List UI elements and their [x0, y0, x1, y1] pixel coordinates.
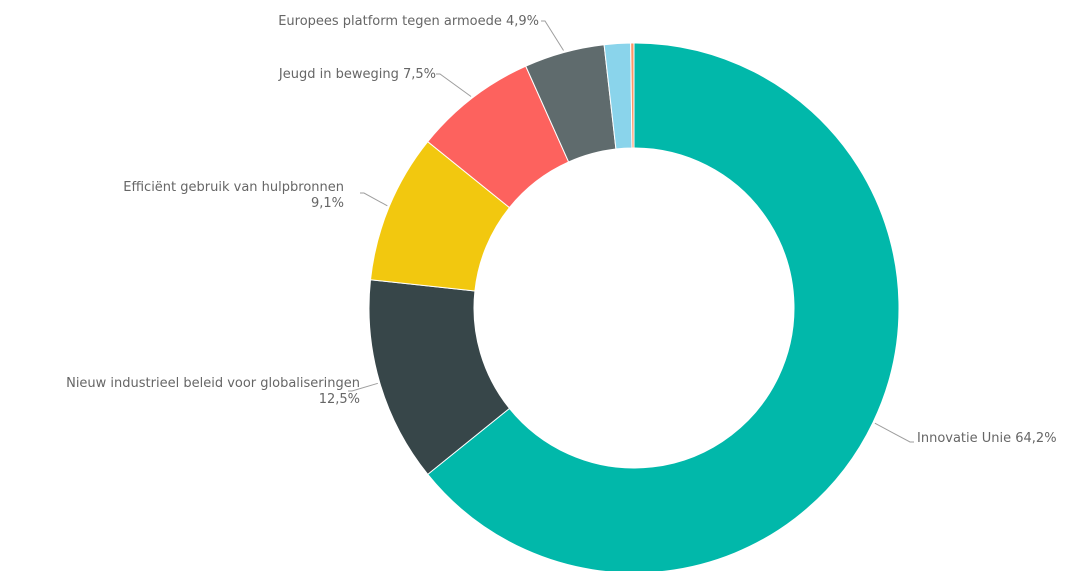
- slice-value-label-3: 9,1%: [311, 196, 344, 211]
- slice-label-5: Europees platform tegen armoede 4,9%: [278, 14, 539, 29]
- leader-line-2: [348, 382, 378, 392]
- leader-line-3: [360, 192, 388, 207]
- leader-line-4: [436, 73, 472, 97]
- slice-7[interactable]: [630, 42, 635, 149]
- slice-label-1: Innovatie Unie 64,2%: [917, 431, 1057, 446]
- slice-value-label-2: 12,5%: [319, 392, 360, 407]
- leader-line-1: [874, 422, 914, 443]
- labels-layer: Innovatie Unie 64,2% Nieuw industrieel be…: [66, 14, 1056, 446]
- slice-label-4: Jeugd in beweging 7,5%: [278, 67, 436, 82]
- slice-1[interactable]: [427, 42, 900, 571]
- slices-layer: [368, 42, 900, 571]
- leader-line-5: [541, 20, 564, 51]
- slice-label-2: Nieuw industrieel beleid voor globaliser…: [66, 376, 360, 391]
- slice-label-3: Efficiënt gebruik van hulpbronnen: [123, 180, 344, 195]
